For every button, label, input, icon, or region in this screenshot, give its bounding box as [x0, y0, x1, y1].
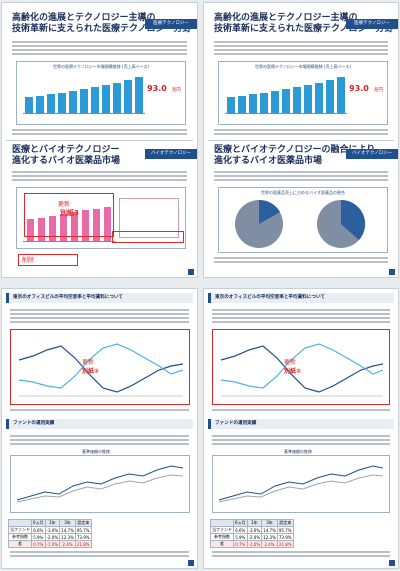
category-badge: 医療テクノロジー — [346, 19, 398, 29]
callout-value: 93.0 — [349, 84, 369, 93]
edit-highlight-box — [212, 329, 390, 405]
table-row: 差 0.7% -1.0% 2.4% 21.8% — [210, 540, 294, 548]
market-size-chart-box: 世界の医療テクノロジー市場規模推移 (売上高ベース) 93.0 兆円 — [218, 61, 388, 125]
footnote-lines — [214, 129, 388, 137]
chart-box-title: 世界の医療テクノロジー市場規模推移 (売上高ベース) — [53, 64, 149, 69]
body-text-block — [212, 435, 390, 447]
body-text-block — [214, 41, 388, 57]
chart-bar — [102, 85, 110, 113]
footnote-lines — [12, 129, 187, 137]
page-title: 高齢化の進展とテクノロジー主導の 技術革新に支えられた医療テクノロジー分野 — [214, 13, 394, 34]
vacancy-rent-chart — [212, 329, 390, 405]
nav-line-chart — [218, 465, 384, 503]
chart-bar — [36, 95, 44, 113]
table-row: 当ファンド 6.6% -3.0% 14.7% 95.7% — [8, 526, 92, 534]
callout-unit: 兆円 — [171, 88, 181, 93]
attachment-note: 別紙3 — [60, 209, 79, 217]
table-row: 参考指数 5.9% -2.0% 12.3% 73.9% — [210, 533, 294, 541]
callout-unit: 兆円 — [373, 88, 383, 93]
section-header: 東京のオフィスビルの平均空室率と平均賃料について — [208, 293, 394, 303]
footnote-lines — [214, 257, 388, 265]
body-text-block — [12, 171, 187, 183]
biopharma-share-box: 世界の医薬品売上に占めるバイオ医薬品の割合 — [218, 187, 388, 253]
stacked-bar-chart — [23, 196, 115, 242]
bar-chart — [225, 74, 347, 114]
table-row: 差 0.7% -1.0% 2.4% 21.8% — [8, 540, 92, 548]
callout: 93.0 兆円 — [147, 76, 181, 95]
chart-bar — [135, 77, 143, 113]
table-row: 当ファンド 6.6% -3.0% 14.7% 95.7% — [210, 526, 294, 534]
chart-box-title: 世界の医療テクノロジー市場規模推移 (売上高ベース) — [255, 64, 351, 69]
update-note: 更新 — [82, 359, 95, 366]
section-title: 医療とバイオテクノロジーの融合により、 進化するバイオ医薬品市場 — [214, 145, 384, 166]
delete-highlight-box — [112, 231, 184, 243]
biopharma-chart-box — [16, 187, 186, 249]
section-divider — [6, 140, 193, 141]
section-header: ファンドの運用実績 — [6, 419, 193, 429]
update-note: 更新 — [58, 201, 71, 208]
page-top-left: 高齢化の進展とテクノロジー主導の 技術革新に支えられた医療テクノロジー分野 医療… — [1, 2, 198, 278]
line-chart — [18, 343, 184, 397]
body-text-block — [10, 309, 189, 325]
delete-highlight-box — [18, 254, 78, 266]
page-number — [389, 560, 395, 566]
chart-bar — [47, 94, 55, 113]
vacancy-rent-chart — [10, 329, 190, 405]
pie-chart-2 — [317, 199, 366, 248]
page-number — [389, 269, 395, 275]
chart-bar — [25, 97, 33, 113]
attachment-note: 別紙② — [284, 368, 302, 375]
category-badge: 医療テクノロジー — [145, 19, 197, 29]
body-text-block — [12, 41, 187, 57]
delete-note: 削除 — [22, 257, 35, 264]
table-row: 参考指数 5.9% -2.0% 12.3% 73.9% — [8, 533, 92, 541]
line-chart — [220, 343, 384, 397]
page-top-right: 高齢化の進展とテクノロジー主導の 技術革新に支えられた医療テクノロジー分野 医療… — [203, 2, 399, 278]
nav-line-chart — [16, 465, 184, 503]
chart-bar — [58, 92, 66, 113]
footnote-lines — [10, 551, 189, 559]
chart-bar — [80, 89, 88, 113]
category-badge: バイオテクノロジー — [145, 149, 197, 159]
page-bottom-left: 東京のオフィスビルの平均空室率と平均賃料について 更新 別紙② ファンドの運用実… — [1, 288, 198, 569]
edit-highlight-box — [10, 329, 190, 405]
footnote-lines — [212, 409, 390, 413]
footnote-lines — [10, 409, 189, 413]
page-title: 高齢化の進展とテクノロジー主導の 技術革新に支えられた医療テクノロジー分野 — [12, 13, 192, 34]
market-size-chart-box: 世界の医療テクノロジー市場規模推移 (売上高ベース) 93.0 兆円 — [16, 61, 186, 125]
chart-bar — [91, 87, 99, 113]
edit-highlight-box — [24, 193, 114, 237]
nav-chart — [10, 455, 190, 513]
page-bottom-right: 東京のオフィスビルの平均空室率と平均賃料について 更新 別紙② ファンドの運用実… — [203, 288, 399, 569]
chart-bar — [69, 91, 77, 113]
pie-chart-1 — [235, 199, 283, 248]
page-number — [188, 560, 194, 566]
page-number — [188, 269, 194, 275]
attachment-note: 別紙② — [82, 368, 100, 375]
chart-bar — [124, 80, 132, 113]
section-title: 医療とバイオテクノロジー 進化するバイオ医薬品市場 — [12, 145, 121, 166]
body-text-block — [10, 435, 189, 447]
legend-table — [119, 198, 179, 238]
footnote-lines — [212, 551, 390, 559]
chart-bar — [113, 82, 121, 113]
nav-chart — [212, 455, 390, 513]
callout-value: 93.0 — [147, 84, 167, 93]
update-note: 更新 — [284, 359, 297, 366]
performance-table: 6ヵ月 1年 3年 設定来 当ファンド 6.6% -3.0% 14.7% 95.… — [8, 519, 92, 548]
callout: 93.0 兆円 — [349, 76, 383, 95]
body-text-block — [214, 171, 388, 183]
performance-table: 6ヵ月 1年 3年 設定来 当ファンド 6.6% -3.0% 14.7% 95.… — [210, 519, 294, 548]
section-header: 東京のオフィスビルの平均空室率と平均賃料について — [6, 293, 193, 303]
section-divider — [208, 140, 394, 141]
category-badge: バイオテクノロジー — [346, 149, 398, 159]
perf-title: 基準価額の推移 — [82, 449, 110, 454]
body-text-block — [212, 309, 390, 325]
section-header: ファンドの運用実績 — [208, 419, 394, 429]
bar-chart — [23, 74, 145, 114]
pie-box-title: 世界の医薬品売上に占めるバイオ医薬品の割合 — [261, 190, 345, 195]
perf-title: 基準価額の推移 — [284, 449, 312, 454]
